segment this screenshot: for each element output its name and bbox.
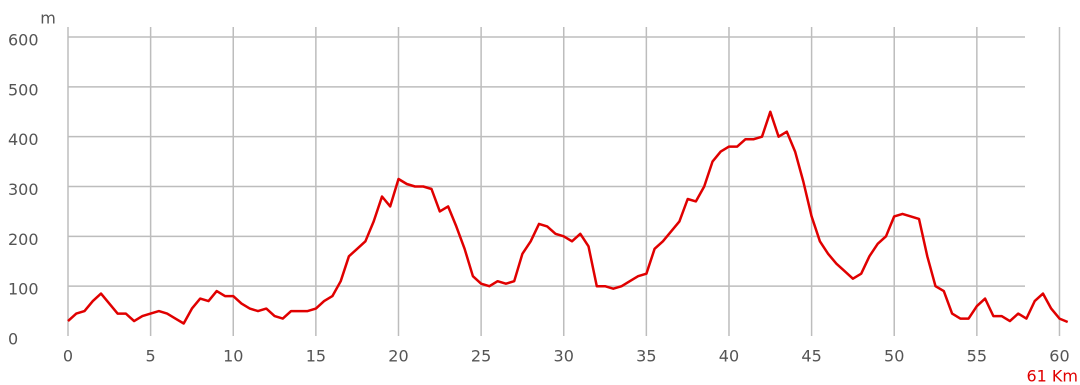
- x-tick-label: 30: [554, 347, 574, 366]
- x-tick-label: 15: [306, 347, 326, 366]
- elevation-line: [67, 110, 1069, 325]
- x-tick-label: 55: [967, 347, 987, 366]
- x-tick-label: 35: [636, 347, 656, 366]
- y-tick-label: 200: [8, 230, 39, 249]
- y-tick-label: 600: [8, 31, 39, 50]
- x-tick-label: 25: [471, 347, 491, 366]
- x-axis-label: 61 Km: [1026, 367, 1078, 385]
- x-tick-label: 45: [801, 347, 821, 366]
- y-tick-label: 500: [8, 80, 39, 99]
- x-tick-label: 40: [719, 347, 739, 366]
- y-tick-label: 400: [8, 130, 39, 149]
- y-tick-label: 300: [8, 180, 39, 199]
- y-tick-label: 0: [8, 330, 18, 349]
- x-tick-label: 0: [63, 347, 73, 366]
- y-tick-label: 100: [8, 280, 39, 299]
- x-tick-label: 60: [1049, 347, 1069, 366]
- x-tick-label: 20: [388, 347, 408, 366]
- x-tick-label: 50: [884, 347, 904, 366]
- x-tick-label: 10: [223, 347, 243, 366]
- y-axis-label: m: [40, 9, 56, 28]
- x-tick-label: 5: [146, 347, 156, 366]
